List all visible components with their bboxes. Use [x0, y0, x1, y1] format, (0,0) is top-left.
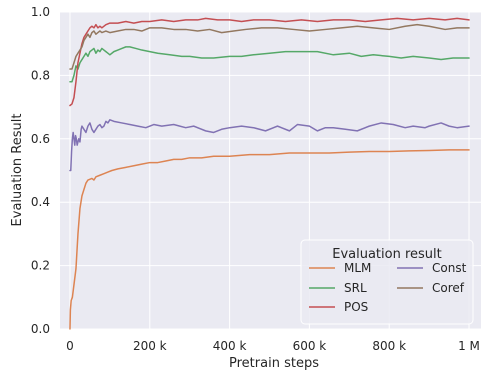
legend-label-const: Const [432, 261, 467, 275]
series-line-srl [69, 46, 470, 83]
y-tick-label: 0.4 [31, 195, 50, 209]
legend-box [300, 239, 474, 325]
series-line-pos [69, 17, 470, 107]
x-tick-label: 1 M [458, 339, 480, 353]
y-tick-label: 0.6 [31, 132, 50, 146]
x-tick-label: 200 k [133, 339, 167, 353]
series-line-mlm [69, 149, 470, 330]
legend-label-coref: Coref [432, 281, 465, 295]
legend-title: Evaluation result [332, 247, 442, 262]
x-tick-label: 800 k [372, 339, 406, 353]
legend-label-mlm: MLM [344, 261, 371, 275]
x-axis-tick-labels: 0 200 k 400 k 600 k 800 k 1 M [66, 339, 480, 353]
x-axis-label: Pretrain steps [229, 356, 319, 370]
y-tick-label: 0.2 [31, 259, 50, 273]
x-tick-label: 0 [66, 339, 74, 353]
y-tick-label: 1.0 [31, 5, 50, 19]
legend-label-srl: SRL [344, 281, 367, 295]
x-tick-label: 400 k [213, 339, 247, 353]
y-axis-label: Evaluation Result [10, 114, 25, 227]
y-axis-tick-labels: 0.0 0.2 0.4 0.6 0.8 1.0 [31, 5, 50, 336]
series-line-coref [69, 23, 470, 70]
series-line-const [69, 119, 470, 172]
legend-label-pos: POS [344, 300, 368, 314]
y-tick-label: 0.8 [31, 68, 50, 82]
series-lines [69, 17, 470, 330]
x-tick-label: 600 k [293, 339, 327, 353]
grid-lines [60, 11, 481, 330]
y-tick-label: 0.0 [31, 322, 50, 336]
legend: Evaluation result MLM SRL POS Const Coref [300, 239, 474, 325]
legend-items: MLM SRL POS Const Coref [309, 261, 467, 314]
